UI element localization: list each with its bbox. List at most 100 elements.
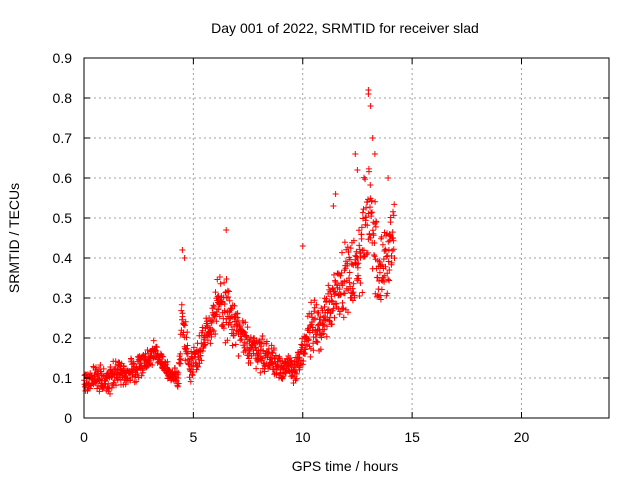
data-point xyxy=(364,249,371,256)
data-point xyxy=(384,230,390,237)
data-point xyxy=(337,272,344,279)
data-point xyxy=(138,372,145,379)
data-point xyxy=(178,307,185,314)
data-point xyxy=(133,378,140,385)
data-point xyxy=(368,213,375,220)
data-point xyxy=(186,358,193,365)
data-point xyxy=(353,253,360,260)
data-point xyxy=(215,305,222,312)
data-point xyxy=(376,258,383,265)
data-point xyxy=(386,277,393,284)
data-point xyxy=(363,251,370,258)
data-point xyxy=(315,309,322,316)
data-point xyxy=(356,227,362,234)
data-point xyxy=(343,285,350,292)
data-point xyxy=(190,344,197,351)
data-point xyxy=(384,270,391,277)
data-point xyxy=(223,276,230,282)
data-point xyxy=(341,239,348,246)
data-point xyxy=(261,368,268,375)
data-point xyxy=(100,384,107,391)
data-point xyxy=(159,353,165,360)
data-point xyxy=(319,321,326,328)
data-point xyxy=(134,370,141,377)
data-point xyxy=(323,333,330,340)
data-point xyxy=(183,345,190,352)
data-point xyxy=(204,320,211,327)
y-tick-label: 0.7 xyxy=(53,130,73,146)
data-point xyxy=(144,347,151,353)
data-point xyxy=(359,209,366,216)
data-point xyxy=(179,247,186,253)
data-point xyxy=(371,151,378,157)
data-point xyxy=(184,350,191,357)
data-point xyxy=(321,326,328,333)
data-point xyxy=(296,354,303,361)
data-point xyxy=(388,259,395,266)
data-point xyxy=(382,247,389,254)
data-point xyxy=(307,353,314,360)
data-point xyxy=(182,318,189,325)
data-point xyxy=(376,269,383,276)
data-point xyxy=(284,356,290,363)
data-point xyxy=(345,249,352,255)
data-point xyxy=(181,255,188,261)
data-point xyxy=(259,333,266,339)
data-point xyxy=(369,209,375,216)
data-point xyxy=(329,285,336,292)
data-point xyxy=(242,319,249,326)
data-point xyxy=(216,274,223,280)
data-point xyxy=(204,337,211,344)
data-point xyxy=(390,246,397,253)
data-point xyxy=(299,243,306,249)
data-point xyxy=(357,280,364,286)
data-point xyxy=(308,299,315,306)
data-point xyxy=(349,285,356,292)
data-point xyxy=(198,357,205,364)
data-point xyxy=(361,174,367,181)
data-point xyxy=(210,302,217,309)
data-point xyxy=(216,313,223,320)
data-point xyxy=(150,337,157,344)
data-point xyxy=(122,381,129,388)
data-point xyxy=(367,234,374,241)
data-point xyxy=(267,353,274,360)
data-point xyxy=(97,362,104,368)
data-point xyxy=(256,350,262,357)
data-point xyxy=(175,380,182,387)
data-point xyxy=(195,363,201,370)
data-point xyxy=(385,175,392,181)
data-point xyxy=(212,331,219,337)
data-point xyxy=(362,176,369,183)
data-point xyxy=(300,358,307,364)
y-tick-label: 0.6 xyxy=(53,170,73,186)
data-point xyxy=(164,358,171,365)
data-point xyxy=(346,279,353,286)
data-point xyxy=(384,290,391,297)
data-point xyxy=(259,336,265,343)
data-point xyxy=(252,344,259,351)
data-point xyxy=(358,231,365,238)
data-point xyxy=(390,237,397,244)
data-point xyxy=(271,345,277,352)
data-point xyxy=(247,334,254,341)
data-point xyxy=(365,91,372,97)
data-point xyxy=(377,296,384,303)
data-point xyxy=(175,375,182,381)
x-tick-label: 20 xyxy=(514,429,530,445)
data-point xyxy=(237,337,244,344)
data-point xyxy=(160,353,166,360)
data-points xyxy=(81,87,398,397)
data-point xyxy=(304,313,311,320)
data-point xyxy=(265,345,272,352)
data-point xyxy=(213,311,219,318)
data-point xyxy=(298,341,305,348)
data-point xyxy=(235,353,242,359)
data-point xyxy=(130,360,137,367)
plot-frame xyxy=(83,57,610,419)
data-point xyxy=(390,208,396,215)
data-point xyxy=(354,167,361,173)
data-point xyxy=(272,352,279,359)
data-point xyxy=(114,377,121,384)
data-point xyxy=(311,308,318,315)
